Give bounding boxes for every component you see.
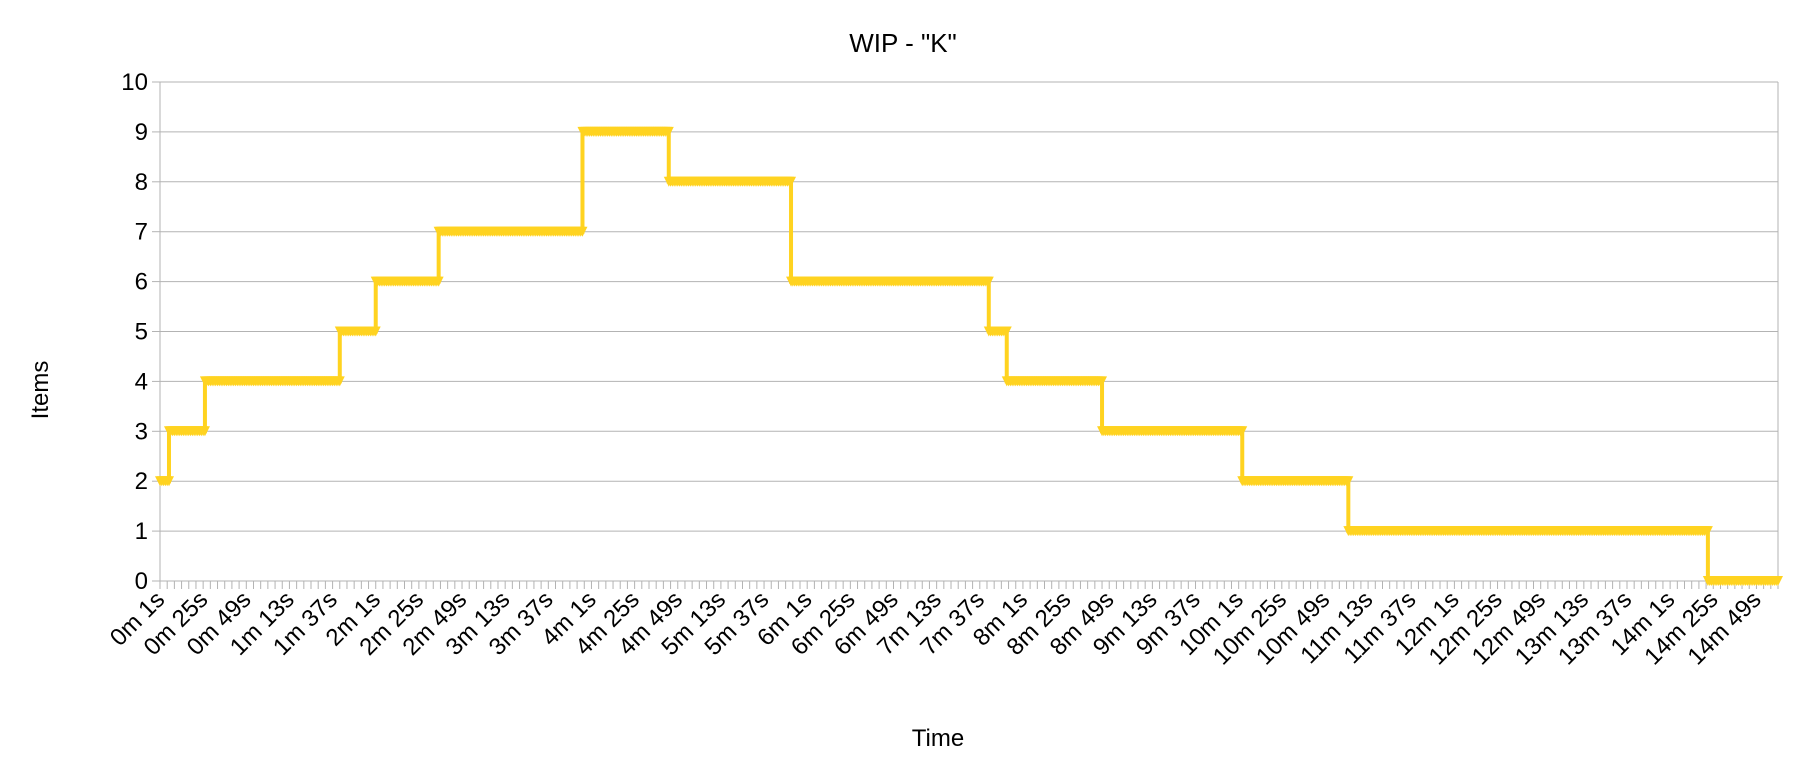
y-axis-label: Items: [27, 361, 54, 420]
data-point-marker: [1237, 426, 1248, 437]
y-tick-label: 10: [121, 69, 148, 96]
y-tick-label: 7: [135, 219, 148, 246]
y-tick-labels: 0 1 2 3 4 5 6 7 8 9 10: [121, 69, 148, 595]
data-point-marker: [334, 376, 345, 387]
data-point-marker: [1343, 476, 1354, 487]
data-point-marker: [663, 126, 674, 137]
data-point-marker: [577, 226, 588, 237]
x-axis-label: Time: [912, 725, 964, 752]
y-tick-label: 9: [135, 119, 148, 146]
y-tick-label: 6: [135, 269, 148, 296]
y-tick-label: 0: [135, 568, 148, 595]
data-point-marker: [983, 276, 994, 287]
data-point-marker: [1001, 326, 1012, 337]
data-point-marker: [786, 176, 797, 187]
y-tick-label: 8: [135, 169, 148, 196]
y-tick-label: 4: [135, 368, 148, 395]
data-point-marker: [1097, 376, 1108, 387]
data-point-marker: [1702, 526, 1713, 537]
series-line-0: [160, 129, 1778, 583]
data-point-marker: [1773, 576, 1783, 586]
series-layer: [155, 126, 1783, 586]
data-point-marker: [433, 276, 444, 287]
y-tick-label: 1: [135, 518, 148, 545]
data-point-marker: [199, 426, 210, 437]
data-point-marker: [163, 476, 174, 487]
y-tick-label: 5: [135, 319, 148, 346]
data-point-marker: [370, 326, 381, 337]
grid-lines: [152, 81, 1779, 589]
y-tick-label: 2: [135, 468, 148, 495]
chart-title: WIP - "K": [849, 28, 957, 58]
y-tick-label: 3: [135, 418, 148, 445]
